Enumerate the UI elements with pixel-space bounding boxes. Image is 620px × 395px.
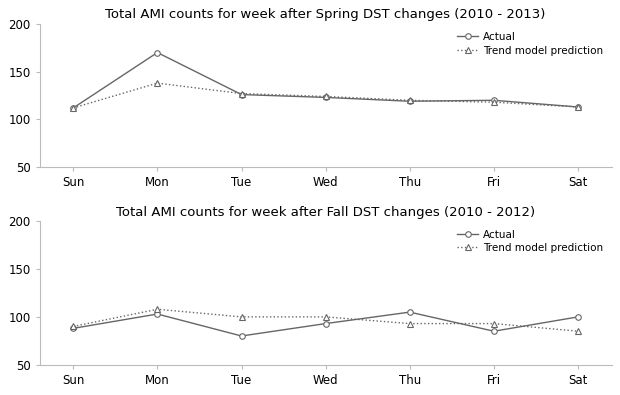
Actual (238, 92, 246, 97)
Actual (490, 329, 498, 334)
Trend model prediction (238, 91, 246, 96)
Trend model prediction (238, 314, 246, 319)
Actual (574, 105, 582, 109)
Actual (154, 50, 161, 55)
Title: Total AMI counts for week after Fall DST changes (2010 - 2012): Total AMI counts for week after Fall DST… (116, 206, 535, 219)
Actual (322, 95, 329, 100)
Trend model prediction (69, 324, 77, 329)
Trend model prediction (154, 81, 161, 85)
Line: Actual: Actual (71, 50, 581, 111)
Actual (69, 105, 77, 110)
Trend model prediction (406, 321, 414, 326)
Actual (154, 312, 161, 316)
Actual (69, 326, 77, 331)
Legend: Actual, Trend model prediction: Actual, Trend model prediction (454, 227, 606, 256)
Actual (574, 314, 582, 319)
Actual (238, 334, 246, 339)
Actual (406, 310, 414, 314)
Actual (406, 99, 414, 103)
Trend model prediction (154, 307, 161, 312)
Trend model prediction (322, 314, 329, 319)
Line: Trend model prediction: Trend model prediction (70, 306, 581, 334)
Trend model prediction (490, 100, 498, 105)
Trend model prediction (322, 94, 329, 99)
Title: Total AMI counts for week after Spring DST changes (2010 - 2013): Total AMI counts for week after Spring D… (105, 8, 546, 21)
Legend: Actual, Trend model prediction: Actual, Trend model prediction (454, 29, 606, 59)
Line: Trend model prediction: Trend model prediction (70, 80, 581, 111)
Trend model prediction (406, 98, 414, 103)
Actual (490, 98, 498, 103)
Trend model prediction (69, 105, 77, 110)
Actual (322, 321, 329, 326)
Line: Actual: Actual (71, 309, 581, 339)
Trend model prediction (574, 329, 582, 334)
Trend model prediction (490, 321, 498, 326)
Trend model prediction (574, 105, 582, 109)
